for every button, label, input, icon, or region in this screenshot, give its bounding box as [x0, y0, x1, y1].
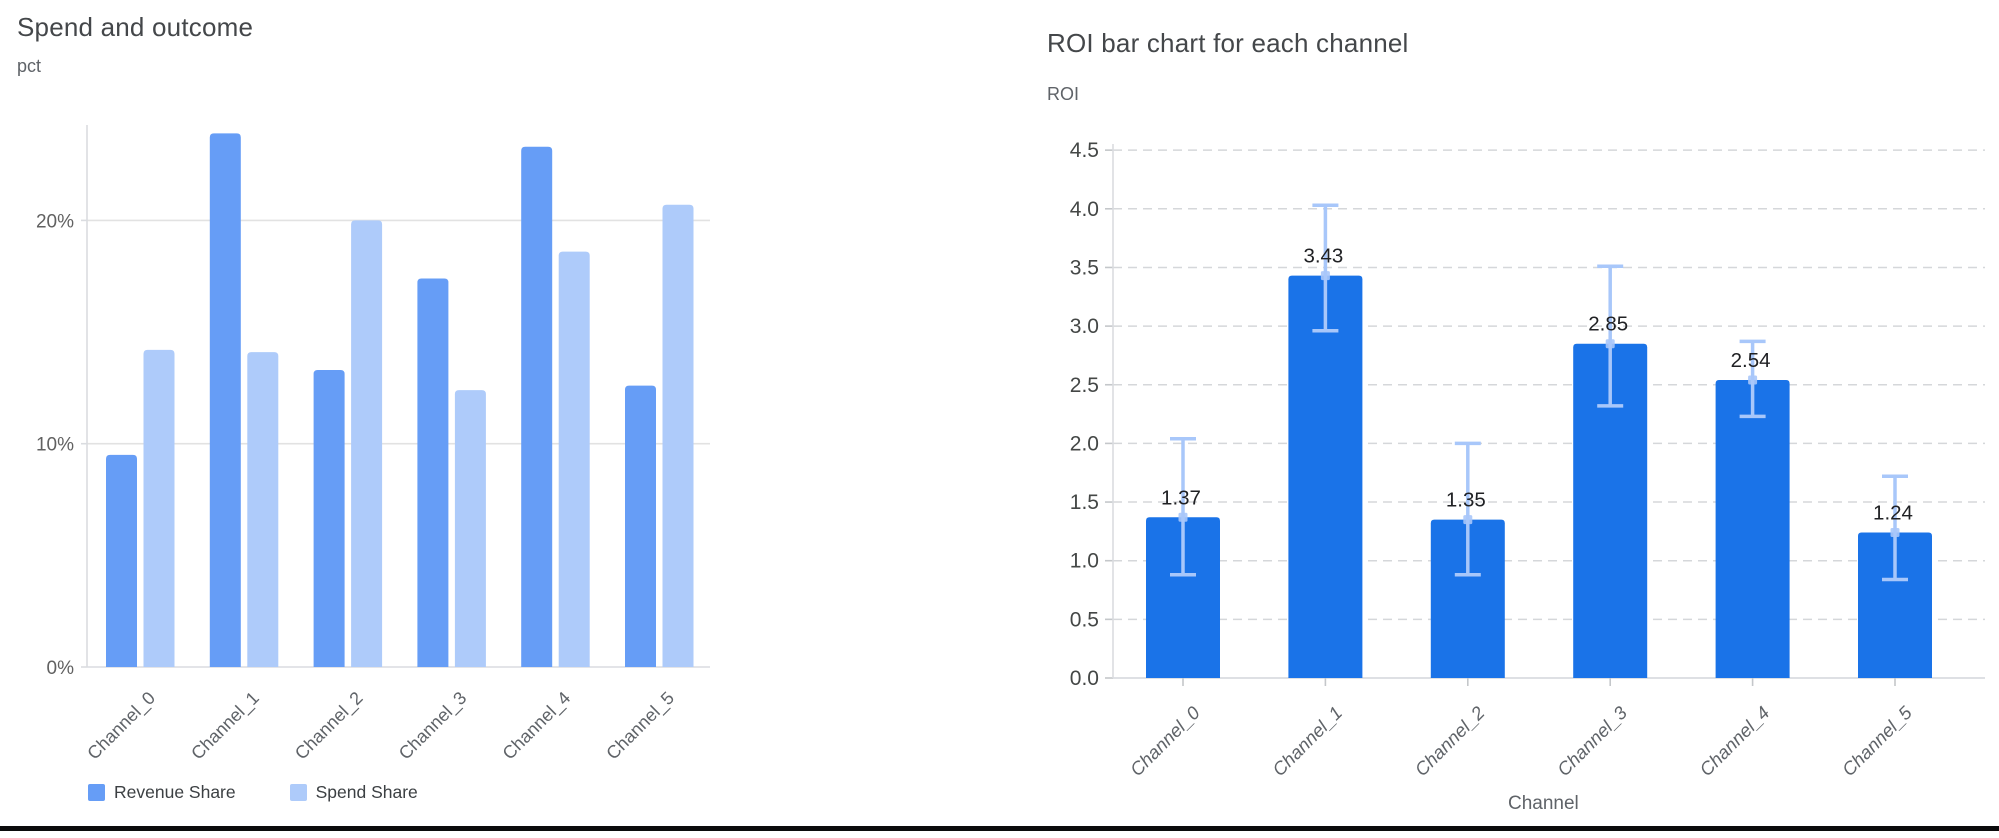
right-chart-title: ROI bar chart for each channel: [1047, 28, 1409, 58]
bar-spend_share-channel_1[interactable]: [247, 352, 279, 667]
right-y-tick-label: 3.0: [1070, 315, 1099, 338]
left-x-tick-label-channel_3: Channel_3: [395, 688, 471, 764]
left-x-tick-label-channel_2: Channel_2: [291, 688, 367, 764]
right-y-tick-label: 3.5: [1070, 256, 1099, 279]
right-y-tick-label: 1.5: [1070, 491, 1099, 514]
left-x-tick-label-channel_1: Channel_1: [187, 688, 263, 764]
error-bar-channel_0: [1170, 436, 1196, 577]
legend-item-revenue-share[interactable]: Revenue Share: [88, 782, 236, 803]
right-chart-x-axis-label: Channel: [1508, 793, 1579, 814]
left-chart-value-axis-label: pct: [17, 56, 42, 76]
bar-value-label-channel_0: 1.37: [1161, 486, 1201, 509]
left-y-tick-label: 10%: [36, 435, 74, 456]
legend-label-revenue-share: Revenue Share: [114, 782, 236, 802]
right-x-tick-label-channel_4: Channel_4: [1695, 702, 1773, 780]
bar-spend_share-channel_5[interactable]: [662, 204, 694, 668]
left-x-tick-label-channel_4: Channel_4: [499, 688, 575, 764]
bar-roi-channel_4[interactable]: [1715, 380, 1790, 678]
right-y-tick-label: 4.5: [1070, 139, 1099, 162]
bar-spend_share-channel_2[interactable]: [351, 220, 383, 667]
window-bottom-border: [0, 826, 1999, 831]
legend-item-spend-share[interactable]: Spend Share: [289, 782, 418, 803]
right-y-tick-label: 1.0: [1070, 550, 1099, 573]
right-x-tick-label-channel_2: Channel_2: [1410, 701, 1489, 780]
right-y-tick-label: 2.0: [1070, 432, 1099, 455]
right-y-tick-label: 0.5: [1070, 608, 1099, 631]
bar-spend_share-channel_3[interactable]: [454, 390, 486, 667]
bar-revenue_share-channel_2[interactable]: [313, 370, 345, 667]
left-y-tick-label: 20%: [36, 211, 74, 232]
left-chart-legend: Revenue Share Spend Share: [88, 782, 418, 803]
left-y-tick-label: 0%: [47, 658, 75, 679]
bar-spend_share-channel_4[interactable]: [558, 251, 590, 668]
roi-chart: 0.0 0.5 1.0 1.5 2.0 2.5 3.0 3.5 4.0 4.5 1.37 Channe…: [1070, 139, 1985, 780]
error-bar-channel_2: [1454, 441, 1481, 577]
error-bar-channel_1: [1312, 203, 1339, 333]
right-x-tick-label-channel_5: Channel_5: [1838, 701, 1917, 780]
revenue-share-swatch-icon: [88, 784, 105, 801]
right-y-tick-label: 4.0: [1070, 198, 1099, 221]
bar-revenue_share-channel_0[interactable]: [106, 454, 137, 667]
bar-value-label-channel_3: 2.85: [1588, 313, 1628, 336]
error-bar-channel_4: [1739, 339, 1766, 419]
bar-value-label-channel_5: 1.24: [1873, 502, 1913, 525]
left-x-tick-label-channel_5: Channel_5: [602, 688, 678, 764]
bar-roi-channel_2[interactable]: [1430, 519, 1505, 678]
bar-roi-channel_5[interactable]: [1858, 532, 1932, 678]
spend-outcome-chart: 0% 10% 20% Channel_0 Channel_1 Channel_2 Chann…: [36, 125, 710, 764]
bar-roi-channel_1[interactable]: [1288, 275, 1363, 678]
spend-share-swatch-icon: [289, 784, 307, 801]
right-y-tick-label: 2.5: [1070, 374, 1099, 397]
bar-roi-channel_3[interactable]: [1573, 343, 1648, 678]
error-bar-channel_3: [1597, 264, 1624, 408]
bar-revenue_share-channel_4[interactable]: [521, 146, 553, 667]
bar-roi-channel_0[interactable]: [1146, 517, 1220, 678]
bar-value-label-channel_4: 2.54: [1731, 349, 1771, 372]
right-y-tick-label: 0.0: [1070, 667, 1099, 690]
error-bar-channel_5: [1882, 474, 1908, 582]
bar-value-label-channel_2: 1.35: [1446, 489, 1486, 512]
right-chart-y-axis-label: ROI: [1047, 84, 1080, 104]
right-x-tick-label-channel_1: Channel_1: [1268, 702, 1346, 780]
bar-revenue_share-channel_1[interactable]: [209, 133, 241, 668]
left-x-tick-label-channel_0: Channel_0: [83, 688, 159, 764]
bar-value-label-channel_1: 3.43: [1303, 245, 1343, 268]
bar-revenue_share-channel_3[interactable]: [417, 278, 449, 667]
right-x-tick-label-channel_3: Channel_3: [1553, 701, 1632, 780]
left-chart-title: Spend and outcome: [17, 12, 254, 42]
right-x-tick-label-channel_0: Channel_0: [1126, 701, 1205, 780]
legend-label-spend-share: Spend Share: [315, 782, 418, 802]
bar-revenue_share-channel_5[interactable]: [625, 385, 656, 667]
bar-spend_share-channel_0[interactable]: [143, 349, 175, 667]
